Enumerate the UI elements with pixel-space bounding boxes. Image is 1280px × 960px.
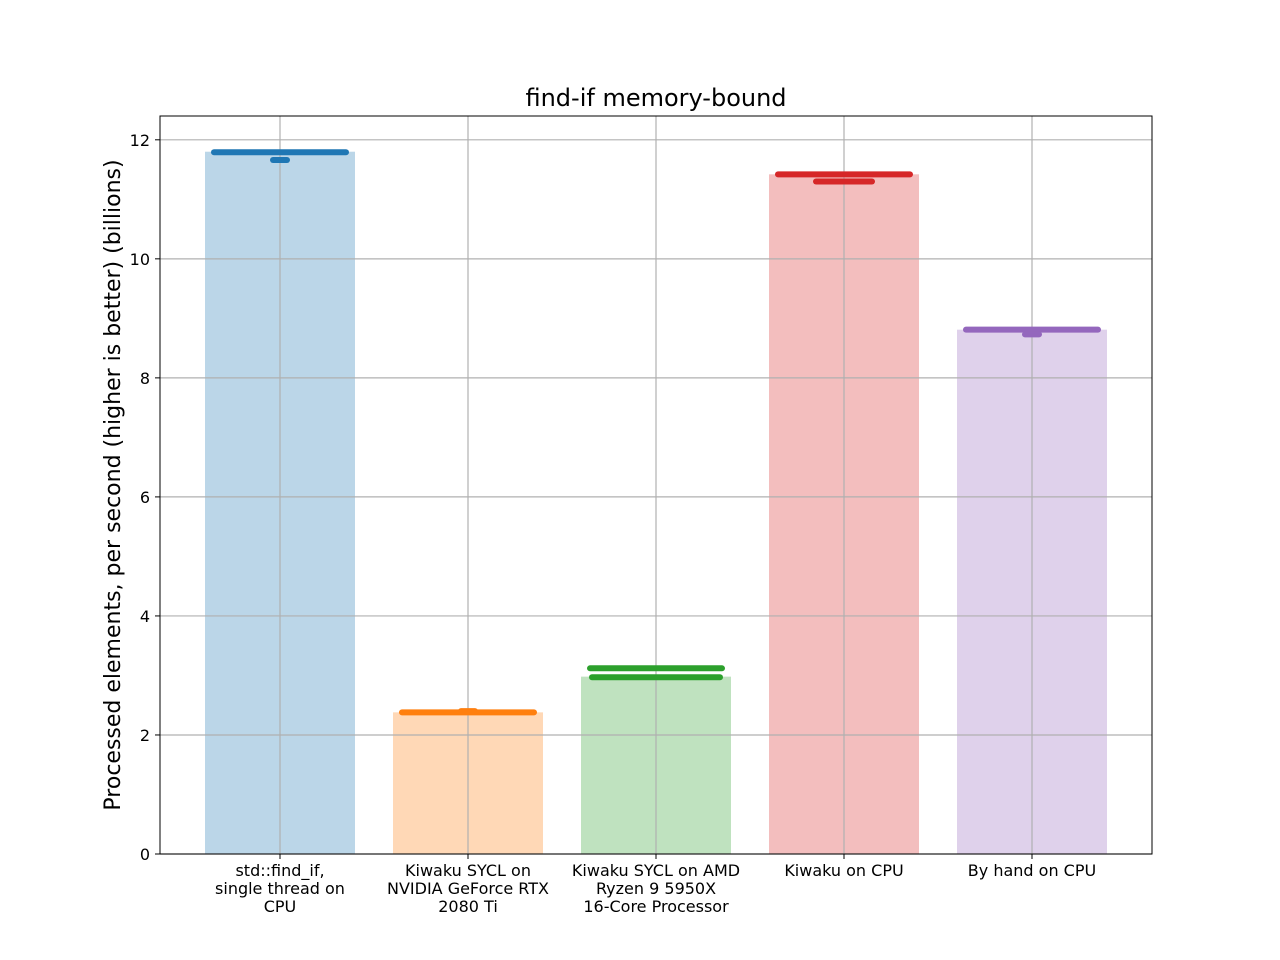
y-tick-label: 10: [130, 250, 150, 269]
y-tick-label: 8: [140, 369, 150, 388]
x-tick-label: Kiwaku on CPU: [784, 861, 903, 880]
y-tick-label: 2: [140, 726, 150, 745]
sample-markers: [211, 149, 1101, 716]
y-tick-label: 6: [140, 488, 150, 507]
x-tick-label: std::find_if, single thread on CPU: [215, 861, 345, 916]
grid: [160, 116, 1152, 855]
x-tick-label: Kiwaku SYCL on NVIDIA GeForce RTX 2080 Ti: [387, 861, 549, 916]
y-axis-label: Processed elements, per second (higher i…: [101, 159, 126, 810]
y-tick-label: 4: [140, 607, 150, 626]
y-tick-label: 0: [140, 845, 150, 864]
x-tick-label: By hand on CPU: [968, 861, 1096, 880]
chart-title: find-if memory-bound: [525, 84, 786, 112]
x-tick-label: Kiwaku SYCL on AMD Ryzen 9 5950X 16-Core P…: [572, 861, 740, 916]
y-tick-label: 12: [130, 131, 150, 150]
